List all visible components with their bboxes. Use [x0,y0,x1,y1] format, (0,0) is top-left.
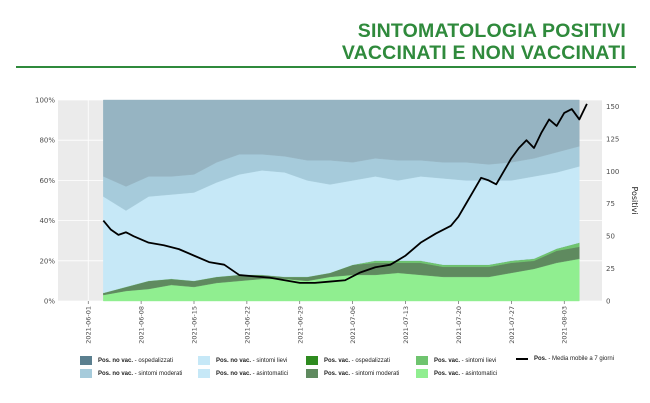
legend-label: Pos. no vac. - asintomatici [216,370,289,377]
x-tick-label: 2021-06-22 [243,306,251,344]
legend-label: Pos. vac. - sintomi moderati [324,370,400,377]
legend-swatch [306,369,318,378]
legend-swatch [80,356,92,365]
legend-item: Pos. - Media mobile a 7 giorni [516,356,614,362]
legend-label: Pos. no vac. - sintomi moderati [98,370,183,377]
y-left-tick-label: 80% [39,137,55,145]
chart-title-line-1: SINTOMATOLOGIA POSITIVI [357,20,626,42]
axes: 0% 20% 40% 60% 80% 100% 0 25 50 75 100 125 150 Positi… [35,97,639,344]
y-right-tick-label: 125 [606,135,619,143]
y-left-tick-label: 0% [44,298,55,306]
legend-swatch [416,356,428,365]
y-left-tick-label: 20% [39,257,55,265]
legend-label: Pos. vac. - sintomi lievi [434,357,497,364]
legend-item: Pos. no vac. - ospedalizzati [80,356,173,365]
area-pos-no-vac-ospedalizzati [103,99,580,187]
y-right-tick-label: 0 [606,298,610,306]
y-left-tick-label: 40% [39,217,55,225]
moving-average-line [102,103,588,284]
chart-canvas: 0% 20% 40% 60% 80% 100% 0 25 50 75 100 125 150 Positi… [35,97,639,344]
x-tick-label: 2021-06-15 [191,306,199,344]
y-right-axis-title: Positivi [630,186,639,214]
x-tick-label: 2021-07-13 [402,306,410,344]
legend-label: Pos. no vac. - ospedalizzati [98,357,174,364]
legend-swatch [516,358,528,360]
legend-item: Pos. vac. - sintomi moderati [306,369,399,378]
y-right-tick-label: 50 [606,233,615,241]
legend-item: Pos. vac. - asintomatici [416,369,497,378]
y-right-tick-label: 75 [606,200,615,208]
legend-label: Pos. vac. - ospedalizzati [324,357,391,364]
y-right-tick-label: 25 [606,265,615,273]
x-tick-label: 2021-07-06 [349,306,357,344]
legend-swatch [80,369,92,378]
title-underline [16,66,636,68]
legend-label: Pos. - Media mobile a 7 giorni [534,356,615,362]
legend-swatch [306,356,318,365]
moving-average-layer [102,103,588,284]
x-tick-label: 2021-06-29 [296,306,304,344]
legend-item: Pos. vac. - sintomi lievi [416,356,496,365]
y-left-tick-label: 100% [35,97,55,105]
legend-item: Pos. no vac. - sintomi lievi [198,356,287,365]
legend-label: Pos. vac. - asintomatici [434,370,498,377]
x-tick-label: 2021-06-01 [85,306,93,344]
y-left-tick-label: 60% [39,177,55,185]
y-right-tick-label: 100 [606,168,619,176]
stacked-areas [103,99,580,302]
legend-swatch [198,369,210,378]
x-tick-label: 2021-08-03 [561,306,569,344]
legend-swatch [416,369,428,378]
legend-item: Pos. no vac. - asintomatici [198,369,288,378]
y-right-tick-label: 150 [606,103,619,111]
x-tick-label: 2021-07-20 [455,306,463,344]
chart-title-line-2: VACCINATI E NON VACCINATI [341,42,626,64]
legend-label: Pos. no vac. - sintomi lievi [216,357,288,364]
legend-swatch [198,356,210,365]
legend-item: Pos. no vac. - sintomi moderati [80,369,182,378]
legend-item: Pos. vac. - ospedalizzati [306,356,390,365]
x-tick-label: 2021-07-27 [508,306,516,344]
x-tick-label: 2021-06-08 [138,306,146,344]
